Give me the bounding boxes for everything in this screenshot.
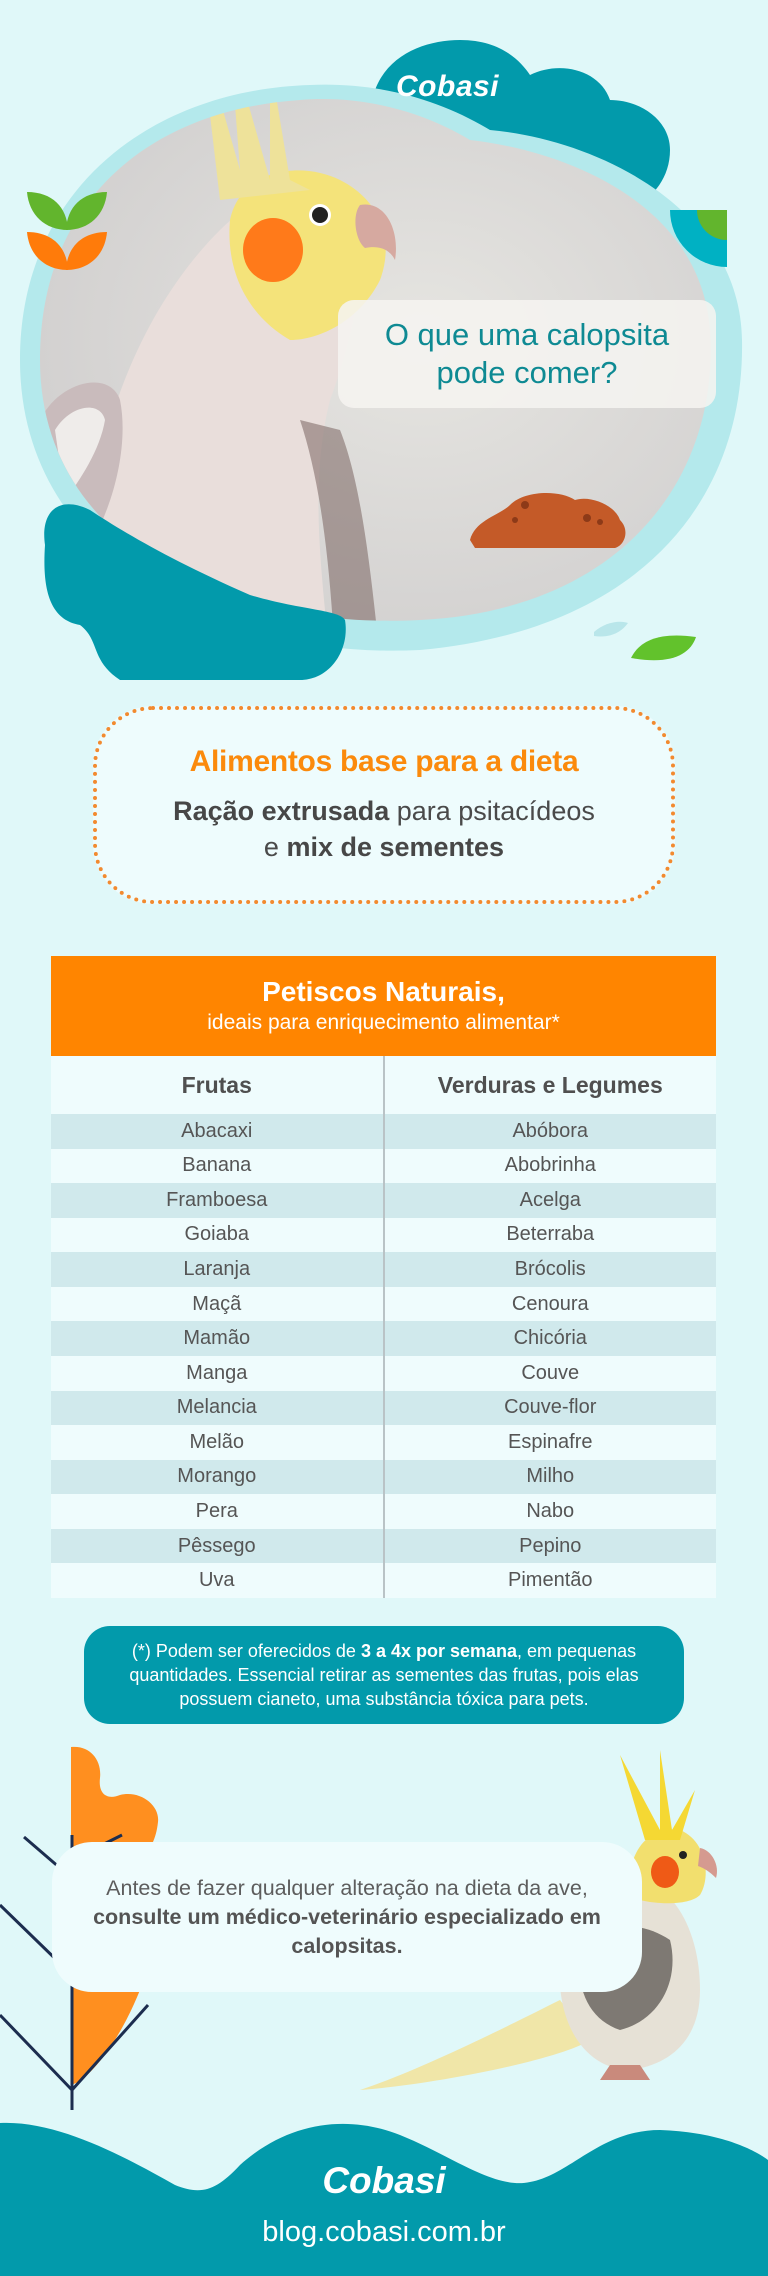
vet-warning-box: Antes de fazer qualquer alteração na die… (52, 1842, 642, 1992)
table-cell: Pepino (384, 1528, 716, 1564)
table-cell: Manga (51, 1355, 383, 1391)
column-header-verduras: Verduras e Legumes (437, 1071, 663, 1098)
column-verduras: Abóbora Abobrinha Acelga Beterraba Brócolis C… (384, 1114, 716, 1598)
title-line-1: O que uma calopsita (384, 317, 670, 352)
footnote-box: (*) Podem ser oferecidos de 3 a 4x por s… (84, 1626, 684, 1724)
table-body: Abacaxi Banana Framboesa Goiaba Laranja Maçã M… (51, 1114, 716, 1598)
blog-url-link[interactable]: blog.cobasi.com.br (262, 2216, 506, 2248)
table-cell: Milho (384, 1459, 716, 1495)
table-cell: Espinafre (384, 1425, 716, 1460)
table-cell: Beterraba (384, 1217, 716, 1253)
table-cell: Chicória (384, 1321, 716, 1356)
table-cell: Uva (51, 1563, 383, 1598)
table-cell: Mamão (51, 1321, 383, 1356)
table-cell: Pimentão (384, 1563, 716, 1598)
vet-warning-text: Antes de fazer qualquer alteração na die… (93, 1875, 601, 1958)
table-title: Petiscos Naturais, (262, 976, 505, 1007)
page-title: O que uma calopsita pode comer? (338, 300, 716, 408)
footer-wave-shape (0, 2122, 768, 2276)
green-leaf-icon (631, 635, 696, 661)
base-foods-line-2: e mix de sementes (263, 832, 505, 862)
snacks-table: Petiscos Naturais, ideais para enriqueci… (51, 956, 716, 1598)
table-cell: Couve-flor (384, 1390, 716, 1426)
table-header: Petiscos Naturais, ideais para enriqueci… (51, 956, 716, 1056)
table-cell: Banana (51, 1148, 383, 1184)
hero-illustration (20, 40, 743, 680)
table-cell: Brócolis (384, 1252, 716, 1287)
cockatiel-photo (40, 99, 711, 621)
table-subtitle: ideais para enriquecimento alimentar* (207, 1011, 560, 1034)
table-cell: Morango (51, 1459, 383, 1495)
teal-cloud-bottom-shape (44, 504, 346, 680)
title-line-2: pode comer? (436, 355, 618, 390)
sprout-logo-icon (27, 192, 107, 270)
table-cell: Couve (384, 1355, 716, 1391)
table-cell: Laranja (51, 1252, 383, 1287)
table-cell: Goiaba (51, 1217, 383, 1253)
table-cell: Pêssego (51, 1528, 383, 1564)
table-column-headers: Frutas Verduras e Legumes (51, 1056, 716, 1114)
table-cell: Nabo (384, 1494, 716, 1529)
table-cell: Pera (51, 1494, 383, 1529)
footnote-text: (*) Podem ser oferecidos de 3 a 4x por s… (129, 1641, 639, 1709)
table-cell: Cenoura (384, 1286, 716, 1322)
column-header-frutas: Frutas (51, 1056, 385, 1114)
table-cell: Abacaxi (51, 1114, 383, 1149)
base-foods-box: Alimentos base para a dieta Ração extrus… (93, 706, 675, 904)
table-cell: Melão (51, 1425, 383, 1460)
table-cell: Abóbora (384, 1114, 716, 1149)
small-leaf-icon (594, 621, 628, 637)
table-cell: Abobrinha (384, 1148, 716, 1184)
table-cell: Framboesa (51, 1183, 383, 1218)
quarter-circle-decor (670, 210, 727, 267)
table-cell: Maçã (51, 1286, 383, 1322)
brand-logo-top: Cobasi (396, 70, 500, 103)
brand-logo-footer: Cobasi (322, 2160, 446, 2201)
base-foods-title: Alimentos base para a dieta (189, 745, 579, 778)
column-frutas: Abacaxi Banana Framboesa Goiaba Laranja Maçã M… (51, 1114, 385, 1598)
table-cell: Acelga (384, 1183, 716, 1218)
base-foods-line-1: Ração extrusada para psitacídeos (173, 796, 595, 826)
table-cell: Melancia (51, 1390, 383, 1426)
